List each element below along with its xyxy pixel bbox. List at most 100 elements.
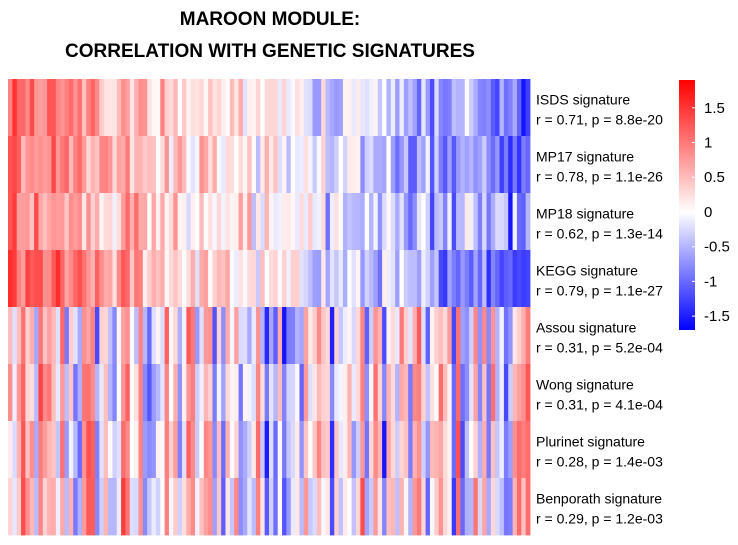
heatmap-cell (155, 250, 161, 308)
heatmap-cell (482, 478, 487, 536)
heatmap-cell (125, 250, 131, 308)
heatmap-cell (303, 364, 309, 422)
heatmap-cell (443, 364, 448, 422)
heatmap-cell (95, 193, 100, 251)
heatmap-cell (255, 478, 261, 536)
heatmap-cell (129, 250, 135, 308)
heatmap-cell (116, 193, 122, 251)
heatmap-cell (290, 364, 296, 422)
heatmap-cell (68, 364, 74, 422)
heatmap-cell (460, 79, 466, 137)
heatmap-cell (147, 364, 152, 422)
heatmap-cell (312, 79, 318, 137)
heatmap-cell (342, 478, 348, 536)
heatmap-cell (34, 79, 39, 137)
heatmap-cell (95, 79, 100, 137)
heatmap-cell (408, 421, 413, 479)
heatmap-cell (121, 136, 126, 194)
heatmap-cell (134, 364, 139, 422)
heatmap-cell (438, 193, 444, 251)
heatmap-cell (264, 136, 270, 194)
heatmap-cell (386, 364, 392, 422)
heatmap-cell (173, 364, 179, 422)
heatmap-cell (21, 307, 26, 365)
heatmap-cell (203, 79, 209, 137)
heatmap-cell (495, 250, 500, 308)
heatmap-cell (508, 79, 513, 137)
heatmap-cell (377, 307, 383, 365)
heatmap-cell (168, 250, 174, 308)
heatmap-cell (260, 136, 266, 194)
heatmap-cell (499, 250, 505, 308)
heatmap-cell (247, 307, 252, 365)
heatmap-cell (108, 364, 113, 422)
heatmap-cell (42, 193, 48, 251)
heatmap-cell (503, 478, 509, 536)
heatmap-cell (116, 250, 122, 308)
heatmap-cell (134, 136, 139, 194)
heatmap-cell (421, 307, 426, 365)
heatmap-cell (469, 478, 474, 536)
heatmap-cell (242, 307, 248, 365)
heatmap-cell (308, 307, 313, 365)
heatmap-cell (260, 250, 266, 308)
heatmap-cell (342, 307, 348, 365)
heatmap-cell (247, 478, 252, 536)
heatmap-cell (221, 307, 226, 365)
heatmap-cell (495, 136, 500, 194)
heatmap-cell (342, 136, 348, 194)
heatmap-cell (251, 250, 257, 308)
heatmap-cell (495, 364, 500, 422)
heatmap-cell (64, 478, 70, 536)
heatmap-cell (95, 250, 100, 308)
heatmap-cell (369, 307, 374, 365)
heatmap-cell (234, 478, 239, 536)
heatmap-cell (316, 478, 322, 536)
heatmap-cell (255, 79, 261, 137)
heatmap-cell (16, 364, 22, 422)
heatmap-cell (95, 478, 100, 536)
heatmap-cells (8, 79, 531, 536)
heatmap-cell (155, 421, 161, 479)
heatmap-cell (164, 79, 170, 137)
heatmap-cell (342, 421, 348, 479)
heatmap-cell (499, 421, 505, 479)
heatmap-cell (73, 421, 78, 479)
heatmap-cell (486, 307, 492, 365)
heatmap-cell (38, 307, 44, 365)
heatmap-cell (451, 79, 457, 137)
heatmap-cell (521, 136, 527, 194)
heatmap-cell (68, 136, 74, 194)
heatmap-cell (286, 307, 292, 365)
heatmap-cell (199, 193, 205, 251)
heatmap-cell (395, 250, 400, 308)
heatmap-cell (308, 421, 313, 479)
heatmap-cell (12, 478, 18, 536)
heatmap-cell (412, 250, 418, 308)
heatmap-cell (42, 250, 48, 308)
heatmap-cell (321, 250, 326, 308)
heatmap-cell (112, 79, 118, 137)
legend-tick-label: 0.5 (704, 169, 725, 186)
heatmap-cell (473, 193, 479, 251)
heatmap-cell (234, 364, 239, 422)
heatmap-cell (51, 250, 57, 308)
heatmap-cell (364, 478, 370, 536)
heatmap-cell (225, 79, 231, 137)
heatmap-cell (490, 421, 496, 479)
heatmap-cell (12, 250, 18, 308)
heatmap-cell (81, 136, 87, 194)
heatmap-cell (73, 193, 78, 251)
heatmap-cell (495, 421, 500, 479)
heatmap-cell (129, 478, 135, 536)
heatmap-cell (190, 478, 196, 536)
heatmap-cell (382, 250, 387, 308)
heatmap-cell (316, 136, 322, 194)
heatmap-cell (125, 79, 131, 137)
heatmap-cell (290, 307, 296, 365)
heatmap-cell (360, 478, 366, 536)
heatmap-cell (177, 364, 183, 422)
heatmap-cell (438, 421, 444, 479)
heatmap-cell (382, 193, 387, 251)
heatmap-cell (460, 193, 466, 251)
